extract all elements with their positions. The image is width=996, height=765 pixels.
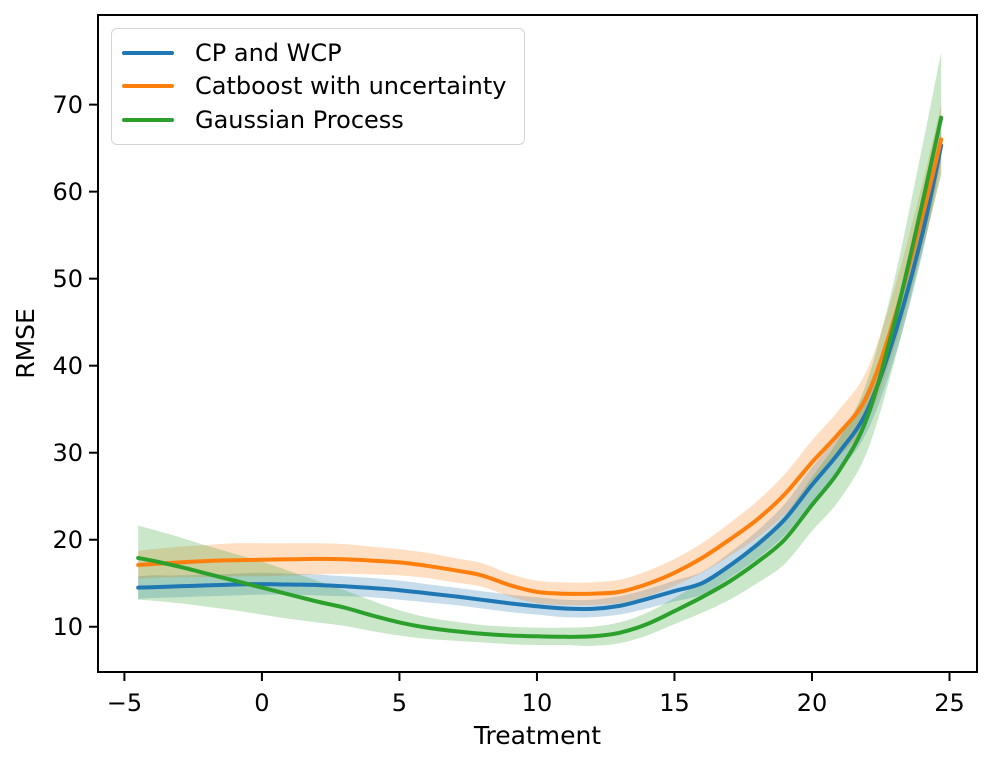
x-tick-label: 20 bbox=[797, 689, 828, 717]
x-tick-label: 25 bbox=[934, 689, 965, 717]
y-tick-label: 40 bbox=[52, 352, 83, 380]
legend-label: CP and WCP bbox=[195, 38, 342, 67]
y-tick-label: 60 bbox=[52, 178, 83, 206]
y-tick-label: 20 bbox=[52, 526, 83, 554]
y-tick-label: 30 bbox=[52, 439, 83, 467]
legend: CP and WCP Catboost with uncertainty Gau… bbox=[111, 28, 525, 145]
catboost-with-uncertainty-line-swatch bbox=[122, 84, 174, 89]
y-tick-label: 70 bbox=[52, 91, 83, 119]
y-axis-label: RMSE bbox=[11, 308, 40, 379]
legend-label: Gaussian Process bbox=[195, 105, 404, 134]
x-tick-label: −5 bbox=[107, 689, 142, 717]
x-tick-label: 0 bbox=[254, 689, 269, 717]
legend-label: Catboost with uncertainty bbox=[195, 72, 507, 101]
x-axis-label: Treatment bbox=[473, 721, 601, 750]
catboost-with-uncertainty-line bbox=[136, 137, 944, 596]
gaussian-process-line bbox=[136, 115, 944, 639]
legend-item-cp-and-wcp: CP and WCP bbox=[122, 38, 514, 67]
x-tick-label: 5 bbox=[392, 689, 407, 717]
x-tick-label: 10 bbox=[522, 689, 553, 717]
y-tick-label: 10 bbox=[52, 613, 83, 641]
cp-and-wcp-line bbox=[136, 143, 944, 612]
legend-item-gaussian-process: Gaussian Process bbox=[122, 107, 514, 133]
cp-and-wcp-line-swatch bbox=[122, 50, 174, 55]
y-tick-label: 50 bbox=[52, 265, 83, 293]
gaussian-process-line-swatch bbox=[122, 118, 174, 123]
x-tick-label: 15 bbox=[659, 689, 690, 717]
catboost-with-uncertainty-confidence-band bbox=[138, 104, 942, 606]
axes-spines bbox=[97, 14, 978, 673]
legend-item-catboost-with-uncertainty: Catboost with uncertainty bbox=[122, 72, 514, 101]
